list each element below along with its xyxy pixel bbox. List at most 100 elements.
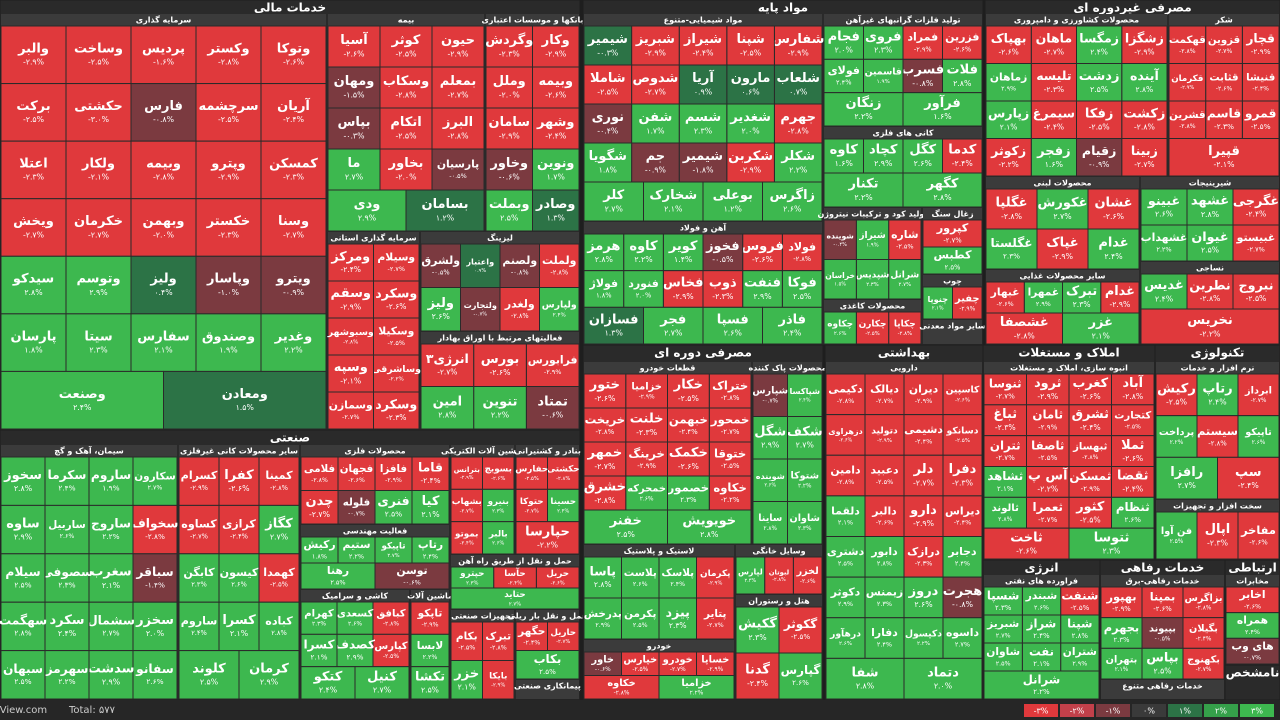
stock-symbol: کسرام (181, 469, 218, 482)
stock-change: ۱.۶% (933, 112, 951, 121)
stock-change: ۲.۵% (14, 580, 31, 589)
legend-swatch (1132, 704, 1166, 717)
stock-symbol: حاریل (550, 628, 576, 638)
stock-tile (903, 454, 944, 497)
stock-symbol: ثرود (1034, 376, 1061, 391)
stock-tile (195, 198, 262, 257)
stock-tile (300, 562, 376, 590)
stock-change: -۲.۹% (421, 622, 438, 629)
stock-tile (985, 25, 1032, 64)
stock-symbol: شوینده (827, 231, 854, 240)
stock-symbol: سفانو (135, 662, 174, 676)
stock-tile (1237, 511, 1280, 560)
stock-change: -۲.۷% (913, 478, 934, 487)
stock-tile (260, 313, 327, 372)
stock-symbol: وکستر (206, 41, 249, 56)
stock-change: -۲.۹% (645, 48, 666, 57)
group-title: انبوه سازی، املاک و مستغلات (1010, 364, 1128, 373)
stock-symbol: ثعمرا (1033, 500, 1063, 515)
stock-symbol: حکشتی (74, 99, 123, 114)
stock-change: -۰.۹% (645, 165, 666, 174)
stock-symbol: اخابر (1238, 588, 1265, 601)
stock-symbol: لبوتان (769, 568, 789, 576)
stock-symbol: پاسا (589, 563, 616, 578)
stock-change: ۲.۶% (1124, 515, 1141, 524)
stock-symbol: فن آوا (1161, 524, 1192, 537)
stock-symbol: هرمز (586, 239, 620, 254)
stock-symbol: کوثر (391, 33, 421, 48)
stock-tile (1155, 456, 1218, 500)
stock-symbol: شلعاب (777, 71, 820, 86)
stock-symbol: فاذر (777, 312, 806, 327)
stock-change: ۲.۵% (500, 213, 518, 222)
stock-change: -۰.۷% (762, 399, 778, 405)
stock-symbol: دجابر (947, 545, 977, 558)
stock-tile (942, 25, 983, 60)
stock-tile (942, 454, 983, 497)
stock-change: -۲.۴% (1252, 85, 1269, 92)
stock-symbol: پردیس (142, 41, 185, 56)
stock-change: ۲.۴% (319, 686, 337, 695)
stock-change: ۱.۹% (877, 79, 891, 85)
stock-symbol: آریان (277, 97, 310, 114)
stock-tile (735, 606, 780, 654)
stock-change: ۲.۴% (58, 484, 75, 493)
stock-tile (1030, 25, 1077, 64)
stock-change: ۲.۴% (73, 403, 91, 412)
stock-change: ۲.۱% (1033, 660, 1050, 668)
legend-swatch (1024, 704, 1058, 717)
stock-change: -۲.۵% (721, 462, 740, 470)
stock-change: -۲.۶% (283, 58, 304, 67)
stock-symbol: رهنا (327, 564, 349, 577)
stock-tile (0, 198, 67, 257)
stock-change: ۲.۶% (640, 495, 654, 502)
stock-tile (260, 83, 327, 142)
stock-symbol: ویخش (13, 214, 54, 229)
stock-symbol: توسن (396, 564, 427, 577)
stock-change: -۲.۵% (1125, 423, 1142, 430)
stock-tile (855, 219, 890, 260)
stock-tile (178, 504, 220, 555)
stock-symbol: زاگرس (769, 187, 815, 203)
stock-change: -۲.۳% (1207, 538, 1228, 547)
stock-symbol: حپارسا (525, 524, 570, 539)
stock-change: ۲.۳% (748, 633, 766, 642)
stock-symbol: غگرجی (1233, 193, 1279, 209)
stock-symbol: کنیل (367, 669, 397, 684)
stock-symbol: فجهان (340, 463, 374, 475)
stock-symbol: گکیش (738, 616, 777, 632)
stock-change: ۲.۱% (458, 683, 476, 692)
stock-change: -۲.۶% (1216, 85, 1233, 92)
stock-change: ۲.۵% (330, 579, 345, 587)
stock-tile (1225, 637, 1280, 665)
stock-tile (525, 343, 580, 387)
stock-tile (0, 504, 46, 555)
stock-symbol: چنوپا (927, 294, 948, 305)
stock-symbol: سصوفی (41, 565, 93, 579)
stock-symbol: دالبر (871, 504, 897, 517)
stock-tile (1155, 415, 1198, 458)
stock-change: ۲.۲% (854, 112, 872, 121)
stock-change: ۲.۲% (917, 641, 930, 647)
stock-symbol: حتاید (504, 590, 526, 600)
stock-symbol: غبهار (990, 286, 1020, 299)
stock-symbol: ونوین (537, 156, 574, 171)
stock-tile (1141, 617, 1184, 649)
stock-change: ۱.۷% (646, 126, 664, 135)
stock-symbol: ثنظام (1116, 500, 1150, 514)
stock-tile (643, 306, 704, 345)
stock-tile (532, 66, 580, 109)
stock-tile (583, 181, 644, 222)
stock-symbol: پتایر (703, 608, 727, 620)
stock-symbol: وصندوق (202, 329, 255, 344)
stock-change: ۲.۴% (1090, 47, 1108, 56)
group-title: محصولات پاک کننده (749, 364, 827, 373)
stock-symbol: ومهان (334, 74, 375, 89)
stock-change: -۲.۷% (1216, 48, 1233, 55)
stock-symbol: زمگسا (1079, 31, 1119, 46)
stock-symbol: قهکمت (1169, 35, 1206, 46)
stock-symbol: مارون (731, 71, 771, 86)
stock-symbol: دلقما (831, 504, 860, 517)
stock-symbol: کلوند (192, 661, 226, 676)
stock-symbol: حآسا (504, 567, 525, 579)
